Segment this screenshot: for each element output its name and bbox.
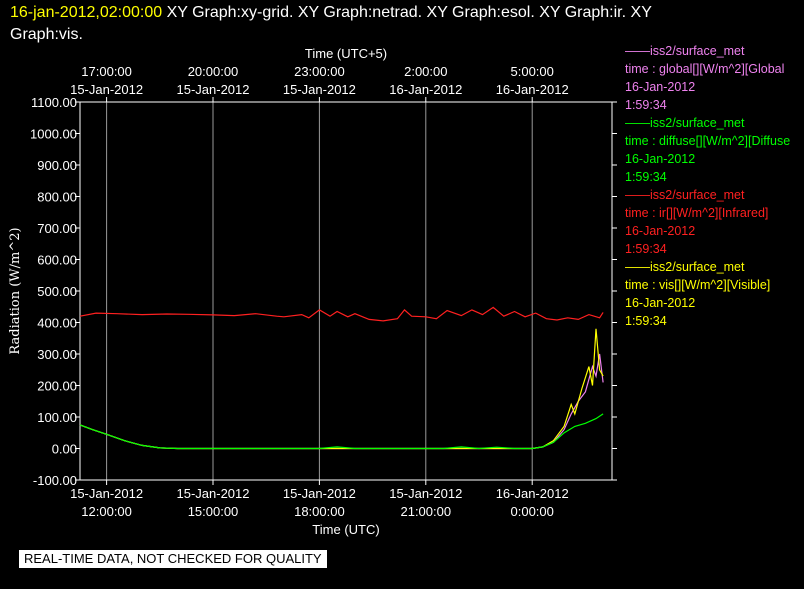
legend-source: ——iss2/surface_met (625, 44, 745, 58)
legend-date: 16-Jan-2012 (625, 224, 696, 238)
series-line (79, 353, 604, 450)
y-tick-label: 800.00 (37, 190, 77, 205)
x2-tick-label-time: 5:00:00 (511, 64, 554, 79)
legend-entry-global: ——iss2/surface_met time : global[][W/m^2… (625, 42, 804, 114)
x2-tick-label-date: 16-Jan-2012 (389, 82, 462, 97)
x2-tick-label-time: 23:00:00 (294, 64, 345, 79)
legend-variable: time : global[][W/m^2][Global (625, 62, 785, 76)
series-line (79, 306, 604, 322)
x2-tick-label-date: 16-Jan-2012 (496, 82, 569, 97)
x-tick-label-time: 0:00:00 (511, 504, 554, 519)
x-tick-label-time: 15:00:00 (188, 504, 239, 519)
series-line (79, 413, 604, 450)
legend-time: 1:59:34 (625, 314, 667, 328)
series-line (79, 328, 604, 450)
y-tick-label: -100.00 (33, 473, 77, 488)
x2-tick-label-date: 15-Jan-2012 (70, 82, 143, 97)
legend-entry-visible: ——iss2/surface_met time : vis[][W/m^2][V… (625, 258, 804, 330)
y-tick-label: 200.00 (37, 379, 77, 394)
y-tick-label: 100.00 (37, 410, 77, 425)
legend-time: 1:59:34 (625, 242, 667, 256)
x2-tick-label-time: 17:00:00 (81, 64, 132, 79)
x-tick-label-time: 18:00:00 (294, 504, 345, 519)
legend-source: ——iss2/surface_met (625, 260, 745, 274)
y-tick-label: 500.00 (37, 284, 77, 299)
legend-date: 16-Jan-2012 (625, 152, 696, 166)
x-tick-label-date: 15-Jan-2012 (283, 486, 356, 501)
legend-variable: time : diffuse[][W/m^2][Diffuse (625, 134, 791, 148)
title-graph-list: XY Graph:xy-grid. XY Graph:netrad. XY Gr… (162, 4, 652, 21)
y-tick-label: 700.00 (37, 221, 77, 236)
quality-disclaimer: REAL-TIME DATA, NOT CHECKED FOR QUALITY (19, 550, 327, 568)
x-tick-label-date: 15-Jan-2012 (177, 486, 250, 501)
y-tick-label: 0.00 (52, 442, 77, 457)
legend-time: 1:59:34 (625, 170, 667, 184)
legend-date: 16-Jan-2012 (625, 80, 696, 94)
x2-tick-label-time: 2:00:00 (404, 64, 447, 79)
legend-time: 1:59:34 (625, 98, 667, 112)
legend-source: ——iss2/surface_met (625, 188, 745, 202)
legend-entry-diffuse: ——iss2/surface_met time : diffuse[][W/m^… (625, 114, 804, 186)
y-tick-label: 400.00 (37, 316, 77, 331)
x2-tick-label-date: 15-Jan-2012 (177, 82, 250, 97)
x-tick-label-date: 15-Jan-2012 (389, 486, 462, 501)
legend-variable: time : ir[][W/m^2][Infrared] (625, 206, 769, 220)
x-tick-label-date: 16-Jan-2012 (496, 486, 569, 501)
y-tick-label: 1100.00 (31, 95, 77, 110)
x2-axis-title: Time (UTC+5) (305, 46, 387, 61)
y-axis-title: Radiation (W/m^2) (8, 227, 23, 354)
legend-source: ——iss2/surface_met (625, 116, 745, 130)
title-graph-list-continued: Graph:vis. (10, 26, 83, 43)
y-tick-label: 300.00 (37, 347, 77, 362)
title-timestamp: 16-jan-2012,02:00:00 (10, 4, 163, 21)
x2-tick-label-time: 20:00:00 (188, 64, 239, 79)
x-tick-label-date: 15-Jan-2012 (70, 486, 143, 501)
title-bar: 16-jan-2012,02:00:00 XY Graph:xy-grid. X… (10, 2, 800, 46)
x-axis-title: Time (UTC) (312, 522, 379, 537)
y-tick-label: 600.00 (37, 253, 77, 268)
legend-variable: time : vis[][W/m^2][Visible] (625, 278, 771, 292)
x-tick-label-time: 21:00:00 (400, 504, 451, 519)
y-tick-label: 900.00 (37, 158, 77, 173)
x2-tick-label-date: 15-Jan-2012 (283, 82, 356, 97)
legend-entry-infrared: ——iss2/surface_met time : ir[][W/m^2][In… (625, 186, 804, 258)
legend-date: 16-Jan-2012 (625, 296, 696, 310)
x-tick-label-time: 12:00:00 (81, 504, 132, 519)
y-tick-label: 1000.00 (30, 127, 77, 142)
